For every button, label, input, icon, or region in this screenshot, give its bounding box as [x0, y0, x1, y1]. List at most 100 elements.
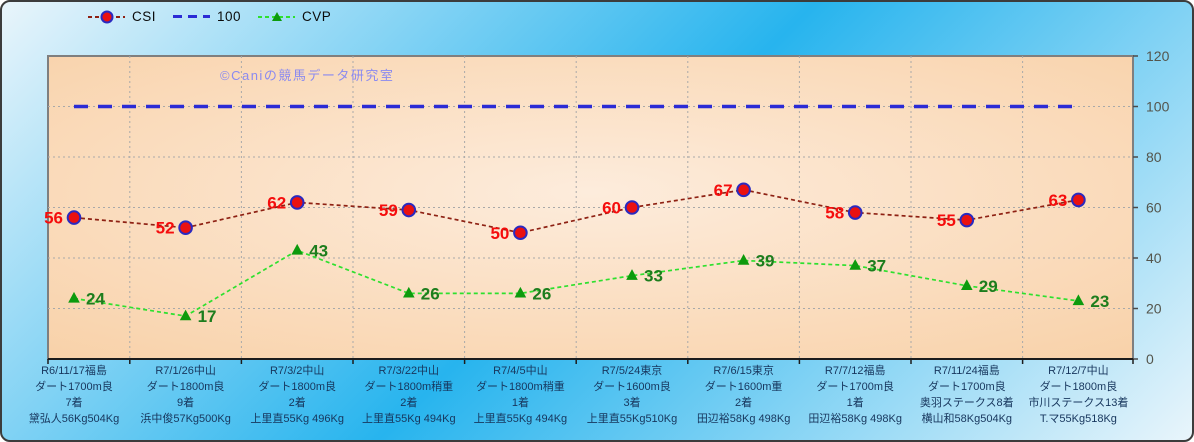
- watermark: ©Caniの競馬データ研究室: [220, 68, 395, 83]
- x-axis-label: R6/11/17福島 ダート1700m良 7着黛弘人56Kg504Kg: [2, 364, 149, 428]
- y-tick-label: 60: [1146, 200, 1162, 216]
- data-label-CSI: 62: [267, 193, 286, 212]
- x-axis-label-line: 上里直55Kg 494Kg: [473, 412, 568, 425]
- x-axis-label-line: R7/3/2中山: [269, 365, 325, 377]
- x-axis-label: R7/5/24東京 ダート1600m良 3着 上里直55Kg510Kg: [557, 364, 707, 428]
- data-point-CSI: [959, 212, 975, 228]
- x-axis-label-line: ダート1600m重: [704, 380, 783, 393]
- data-point-CVP: [68, 291, 80, 303]
- legend: CSI 100 CVP: [88, 9, 331, 24]
- x-axis-label-line: 田辺裕58Kg 498Kg: [808, 412, 902, 425]
- x-axis-label-line: R7/5/24東京: [601, 365, 663, 377]
- data-label-CVP: 33: [644, 267, 663, 286]
- data-label-CVP: 29: [979, 277, 998, 296]
- x-axis-label-line: ダート1700m良: [35, 380, 113, 393]
- x-axis-label-line: ダート1800m稍重: [364, 380, 454, 393]
- series-CVP: 24 17 43 26 26 33 39 37 29 23: [68, 241, 1109, 326]
- x-axis-label-line: ダート1700m良: [927, 380, 1006, 393]
- series-line-CVP: [73, 249, 1079, 317]
- x-axis-label-line: 奥羽ステークス8着: [919, 396, 1014, 409]
- ref-line-icon: [173, 15, 211, 18]
- data-point-CVP: [737, 254, 750, 265]
- x-axis-label: R7/6/15東京 ダート1600m重 2着田辺裕58Kg 498Kg: [669, 364, 819, 428]
- x-axis-label-line: 田辺裕58Kg 498Kg: [696, 412, 791, 425]
- x-axis-label: R7/3/2中山 ダート1800m良 2着上里直55Kg 496Kg: [222, 364, 372, 428]
- x-axis-label-line: 上里直55Kg 496Kg: [250, 412, 344, 425]
- x-axis-label-line: R7/11/24福島: [933, 365, 1000, 377]
- x-axis-label-line: R7/6/15東京: [713, 365, 774, 377]
- data-point-CSI: [401, 202, 417, 218]
- x-axis-label-line: ダート1800m良: [1039, 380, 1118, 393]
- x-axis-label-line: R6/11/17福島: [41, 365, 107, 377]
- legend-label-100: 100: [217, 9, 242, 24]
- legend-item-100: 100: [173, 9, 241, 24]
- x-axis-label-line: ダート1800m良: [258, 380, 336, 393]
- data-label-CVP: 17: [198, 307, 217, 326]
- data-label-CSI: 60: [602, 199, 621, 218]
- x-axis-label-line: R7/1/26中山: [155, 365, 216, 377]
- x-axis-label-line: 2着: [735, 396, 753, 409]
- x-axis-label-line: 黛弘人56Kg504Kg: [28, 412, 120, 425]
- x-axis-label-line: 1着: [846, 396, 864, 409]
- y-tick-label: 40: [1146, 250, 1162, 266]
- x-axis-label: R7/12/7中山 ダート1800m良 市川ステークス13着 T.マ55Kg518Kg: [1003, 364, 1153, 428]
- data-point-CSI: [736, 182, 751, 198]
- x-axis-label-line: ダート1800m良: [146, 380, 225, 393]
- y-tick-label: 20: [1146, 301, 1162, 317]
- series-line-CSI: [73, 188, 1079, 234]
- series-CSI: 56 52 62 59 50 60 67 58 55 63: [44, 181, 1086, 243]
- data-label-CVP: 24: [86, 289, 105, 308]
- x-axis-label-line: 3着: [623, 396, 641, 409]
- data-label-CSI: 67: [714, 181, 733, 200]
- x-axis-label: R7/7/12福島 ダート1700m良 1着 田辺裕58Kg 498Kg: [780, 364, 930, 428]
- data-point-CSI: [178, 220, 193, 235]
- data-point-CSI: [1071, 192, 1086, 208]
- x-axis-label-line: T.マ55Kg518Kg: [1039, 412, 1117, 425]
- data-point-CSI: [289, 195, 305, 210]
- data-point-CVP: [626, 269, 638, 280]
- x-axis-label-line: R7/3/22中山: [378, 365, 440, 377]
- x-axis-label-line: 2着: [288, 396, 306, 409]
- csi-dot-icon: [100, 10, 113, 23]
- cvp-marker-icon: [258, 11, 296, 21]
- data-point-CVP: [514, 286, 527, 298]
- data-point-CSI: [513, 225, 528, 241]
- data-point-CSI: [847, 205, 863, 220]
- x-axis-label-line: 9着: [177, 396, 195, 409]
- data-point-CVP: [291, 243, 303, 255]
- x-axis-label-line: 7着: [65, 396, 83, 409]
- legend-item-csi: CSI: [88, 9, 156, 24]
- x-axis-label-line: 市川ステークス13着: [1028, 396, 1129, 409]
- data-label-CSI: 52: [156, 219, 175, 238]
- csi-marker-icon: [88, 10, 125, 23]
- x-axis-label-line: 2着: [400, 396, 418, 409]
- data-label-CVP: 23: [1090, 292, 1109, 311]
- y-tick-label: 0: [1146, 351, 1154, 367]
- x-axis-label: R7/3/22中山ダート1800m稍重 2着上里直55Kg 494Kg: [334, 364, 484, 428]
- x-axis-label: R7/11/24福島 ダート1700m良 奥羽ステークス8着 横山和58Kg504Kg: [892, 364, 1042, 428]
- legend-label-csi: CSI: [132, 9, 157, 24]
- x-axis-label: R7/1/26中山 ダート1800m良 9着 浜中俊57Kg500Kg: [111, 364, 261, 428]
- x-axis-label-line: R7/12/7中山: [1048, 365, 1109, 377]
- x-axis-label-line: 1着: [511, 396, 529, 409]
- x-axis-label: R7/4/5中山 ダート1800m稍重 1着 上里直55Kg 494Kg: [445, 364, 595, 428]
- x-axis-label-line: ダート1700m良: [816, 380, 894, 393]
- x-axis-label-line: 上里直55Kg510Kg: [586, 412, 678, 425]
- x-axis-label-line: 上里直55Kg 494Kg: [362, 412, 456, 425]
- data-point-CVP: [961, 279, 973, 290]
- data-point-CVP: [179, 309, 192, 321]
- data-label-CSI: 56: [44, 209, 63, 228]
- data-point-CVP: [1072, 294, 1085, 306]
- data-point-CVP: [849, 259, 861, 270]
- y-tick-label: 100: [1146, 99, 1170, 115]
- x-axis-label-line: ダート1800m稍重: [476, 380, 565, 393]
- data-label-CVP: 43: [309, 241, 328, 260]
- data-label-CSI: 58: [825, 204, 844, 223]
- data-label-CSI: 55: [937, 211, 956, 230]
- y-tick-label: 120: [1146, 48, 1170, 64]
- data-label-CVP: 26: [532, 284, 551, 303]
- y-axis: 0 20 40 60 80 100 120: [1133, 48, 1170, 367]
